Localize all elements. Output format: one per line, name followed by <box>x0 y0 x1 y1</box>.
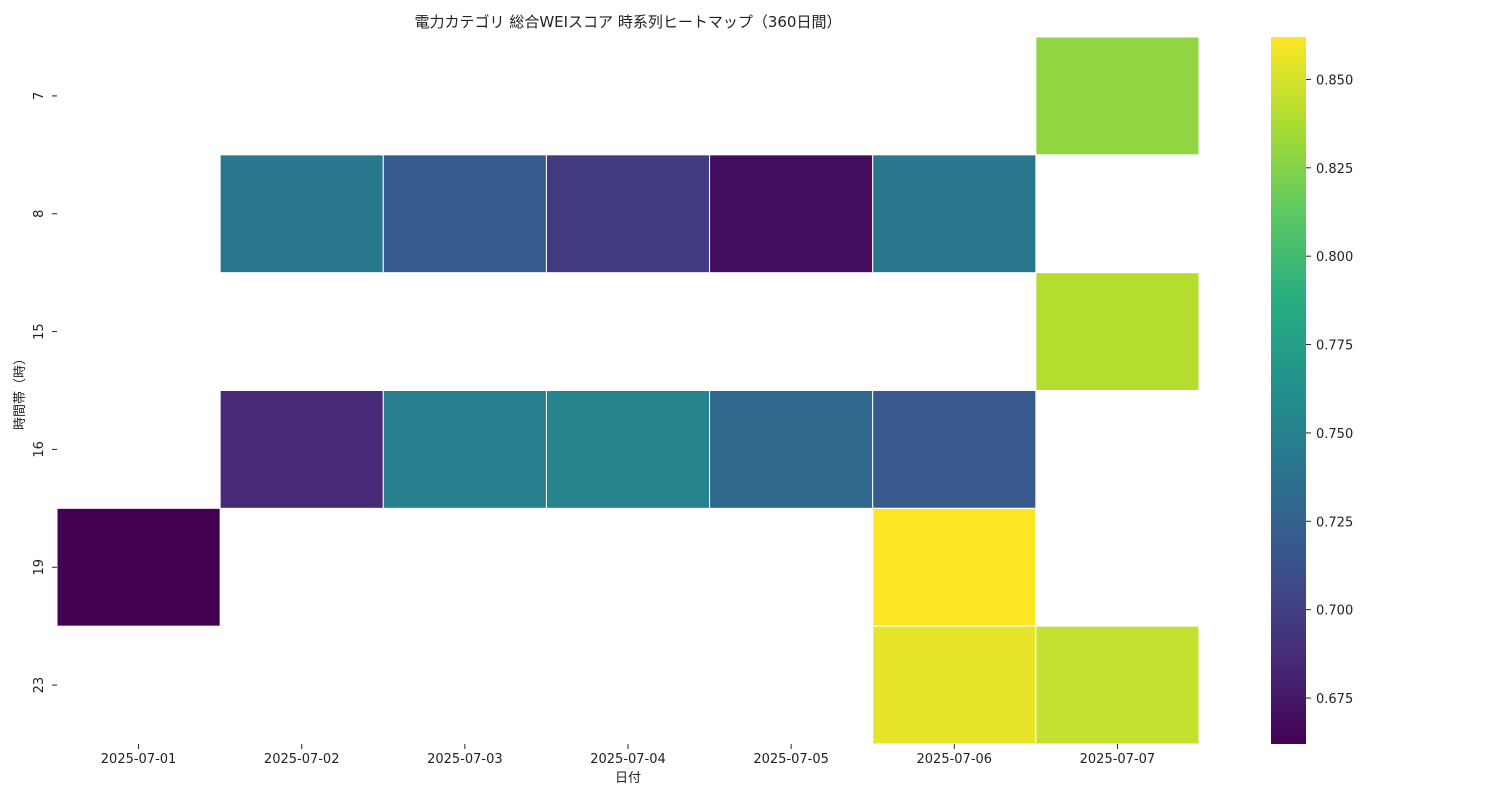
x-axis-label: 日付 <box>615 771 641 786</box>
y-tick-label: 15 <box>32 323 47 340</box>
x-tick-label: 2025-07-01 <box>101 752 177 767</box>
chart-title: 電力カテゴリ 総合WEIスコア 時系列ヒートマップ（360日間） <box>415 13 842 31</box>
x-tick-label: 2025-07-03 <box>427 752 503 767</box>
heatmap-cells <box>56 36 1200 745</box>
colorbar-tick-label: 0.675 <box>1316 692 1353 707</box>
heatmap-cell <box>872 154 1037 274</box>
x-tick-label: 2025-07-07 <box>1080 752 1156 767</box>
heatmap-cell <box>872 625 1037 745</box>
heatmap-cell <box>872 507 1037 627</box>
heatmap-cell <box>872 390 1037 509</box>
colorbar-tick-label: 0.825 <box>1316 162 1353 177</box>
heatmap-cell <box>1035 272 1200 391</box>
x-tick-label: 2025-07-02 <box>264 752 340 767</box>
heatmap-cell <box>382 154 547 274</box>
heatmap-cell <box>709 390 874 509</box>
colorbar-ticks: 0.675 0.700 0.725 0.750 0.775 0.800 0.825 0.850 <box>1306 73 1353 707</box>
heatmap-cell <box>382 390 547 509</box>
x-tick-label: 2025-07-04 <box>590 752 666 767</box>
colorbar-tick-label: 0.800 <box>1316 250 1353 265</box>
y-tick-label: 16 <box>32 441 47 458</box>
y-tick-label: 7 <box>32 92 47 100</box>
y-tick-label: 19 <box>32 559 47 576</box>
colorbar-tick-label: 0.725 <box>1316 515 1353 530</box>
heatmap-cell <box>545 154 711 274</box>
x-axis-ticks: 2025-07-01 2025-07-02 2025-07-03 2025-07-04… <box>101 744 1155 767</box>
colorbar-tick-label: 0.775 <box>1316 339 1353 354</box>
y-axis-label: 時間帯（時） <box>13 352 28 430</box>
heatmap-cell <box>1035 36 1200 156</box>
colorbar-tick-label: 0.700 <box>1316 604 1353 619</box>
colorbar-tick-label: 0.850 <box>1316 73 1353 88</box>
heatmap-cell <box>56 507 221 627</box>
heatmap-cell <box>1035 625 1200 745</box>
y-axis-ticks: 7 8 15 16 19 23 <box>32 92 57 694</box>
heatmap-cell <box>219 390 384 509</box>
y-tick-label: 8 <box>32 210 47 218</box>
colorbar-tick-label: 0.750 <box>1316 427 1353 442</box>
heatmap-cell <box>219 154 384 274</box>
colorbar <box>1271 37 1306 744</box>
heatmap-cell <box>709 154 874 274</box>
heatmap-cell <box>545 390 711 509</box>
x-tick-label: 2025-07-06 <box>917 752 993 767</box>
y-tick-label: 23 <box>32 677 47 694</box>
x-tick-label: 2025-07-05 <box>753 752 829 767</box>
